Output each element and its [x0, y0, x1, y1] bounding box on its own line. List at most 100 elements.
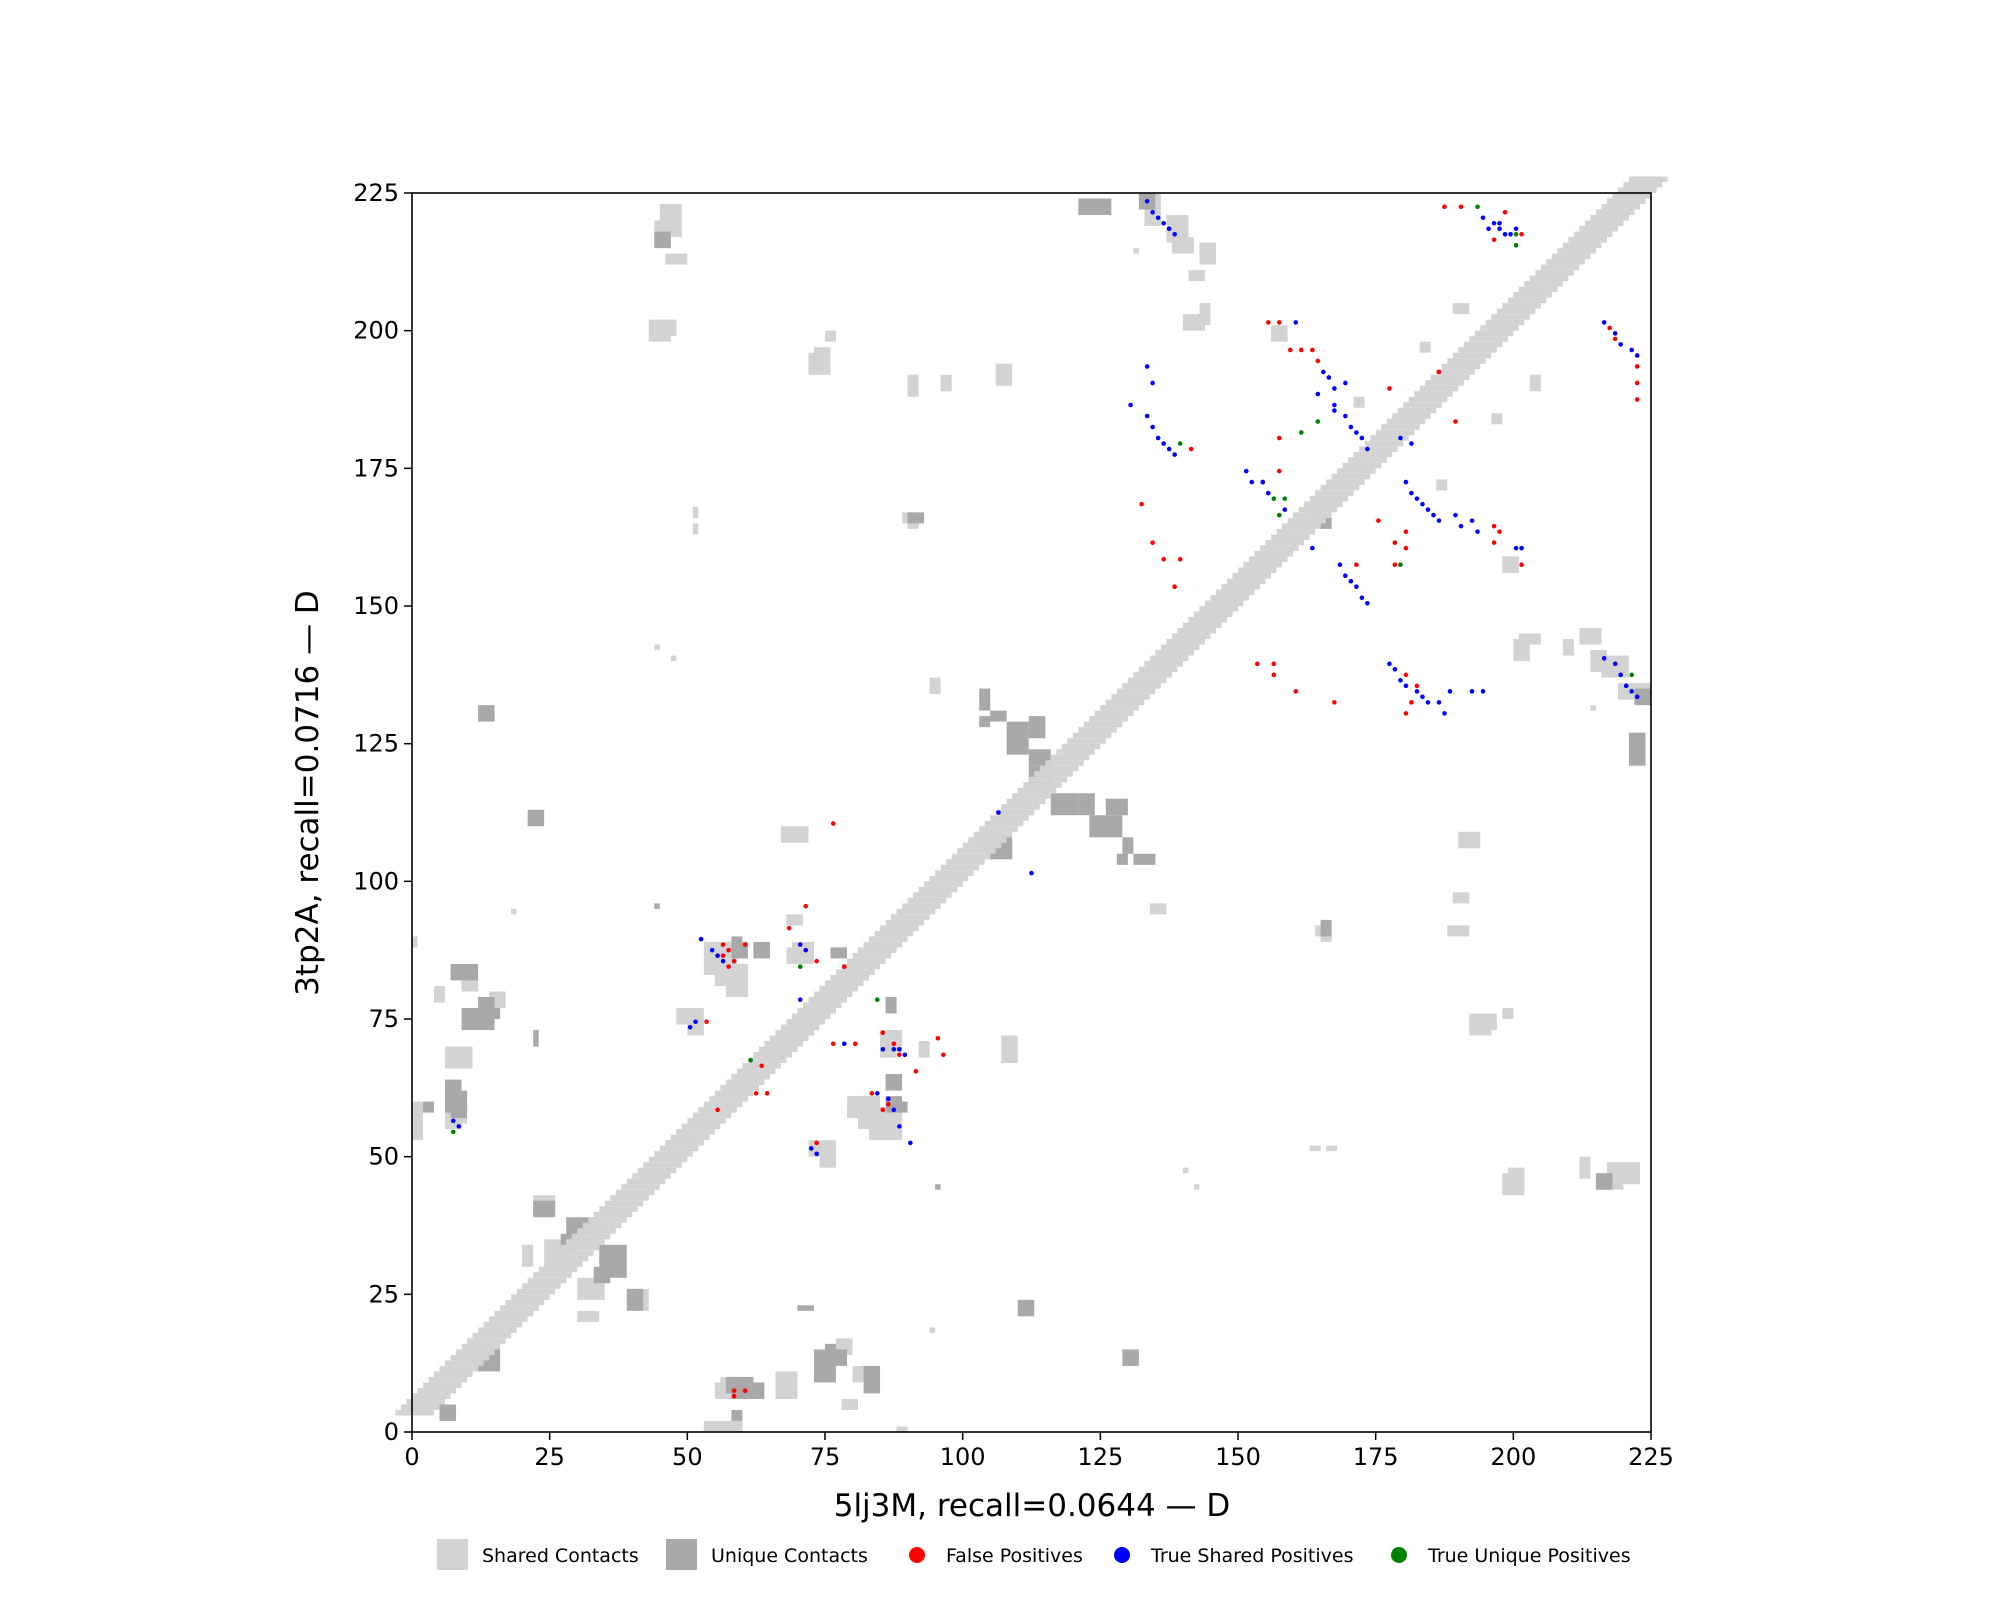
- y-tick-label: 50: [368, 1143, 399, 1171]
- diagonal-contact-band: [1392, 413, 1431, 419]
- diagonal-contact-band: [1562, 242, 1602, 249]
- prediction-points-layer: [451, 198, 1640, 1399]
- unique-contact-cell: [1078, 793, 1095, 816]
- true-shared-positive-point: [1343, 573, 1348, 579]
- true-shared-positive-point: [1172, 232, 1177, 237]
- false-positive-point: [1271, 661, 1277, 667]
- diagonal-contact-band: [571, 1233, 611, 1240]
- true-shared-positive-point: [1155, 435, 1161, 441]
- true-shared-positive-point: [891, 1107, 897, 1113]
- true-shared-positive-point: [808, 1146, 814, 1151]
- true-shared-positive-point: [1310, 545, 1315, 551]
- diagonal-contact-band: [1067, 738, 1106, 744]
- diagonal-contact-band: [1579, 226, 1618, 232]
- diagonal-contact-band: [874, 930, 914, 937]
- legend-marker: [1114, 1547, 1130, 1563]
- true-shared-positive-point: [1436, 518, 1442, 523]
- diagonal-contact-band: [1441, 363, 1481, 370]
- false-positive-point: [1387, 386, 1392, 391]
- true-shared-positive-point: [1491, 220, 1497, 226]
- true-shared-positive-point: [1431, 512, 1436, 518]
- unique-contact-cell: [533, 1030, 539, 1047]
- diagonal-contact-band: [1485, 319, 1525, 326]
- unique-contact-cell: [626, 1288, 644, 1311]
- x-tick-label: 100: [940, 1443, 986, 1471]
- false-positive-point: [704, 1019, 709, 1025]
- diagonal-contact-band: [1144, 661, 1183, 667]
- true-unique-positive-point: [1271, 496, 1277, 501]
- x-tick-label: 0: [404, 1443, 419, 1471]
- false-positive-point: [759, 1063, 764, 1069]
- shared-contact-cell: [907, 374, 919, 397]
- false-positive-point: [726, 964, 731, 969]
- diagonal-contact-band: [725, 1079, 765, 1086]
- diagonal-contact-band: [400, 1404, 440, 1410]
- diagonal-contact-band: [1238, 567, 1277, 573]
- diagonal-contact-band: [1089, 716, 1128, 722]
- diagonal-contact-band: [467, 1338, 506, 1344]
- diagonal-contact-band: [1568, 237, 1607, 243]
- diagonal-contact-band: [1408, 396, 1448, 403]
- unique-contact-cell: [1628, 732, 1646, 766]
- true-shared-positive-point: [715, 953, 720, 958]
- diagonal-contact-band: [1447, 358, 1486, 364]
- diagonal-contact-band: [780, 1024, 820, 1031]
- x-tick-label: 175: [1353, 1443, 1399, 1471]
- shared-contact-cell: [1590, 705, 1596, 711]
- diagonal-contact-band: [1370, 435, 1409, 441]
- true-shared-positive-point: [1508, 232, 1513, 237]
- true-shared-positive-point: [1409, 441, 1414, 446]
- false-positive-point: [1414, 683, 1420, 689]
- diagonal-contact-band: [1012, 793, 1051, 799]
- shared-contact-cell: [819, 1145, 837, 1168]
- false-positive-point: [786, 925, 792, 931]
- true-shared-positive-point: [1398, 435, 1403, 441]
- false-positive-point: [1403, 672, 1409, 678]
- diagonal-contact-band: [995, 809, 1035, 816]
- true-shared-positive-point: [451, 1118, 456, 1124]
- diagonal-contact-band: [825, 980, 864, 986]
- shared-contact-cell: [1149, 903, 1167, 915]
- shared-contact-cell: [522, 1244, 534, 1267]
- unique-contact-cell: [863, 1365, 881, 1394]
- true-shared-positive-point: [1150, 209, 1155, 215]
- diagonal-contact-band: [869, 936, 908, 942]
- false-positive-point: [814, 958, 820, 964]
- diagonal-contact-band: [489, 1316, 528, 1322]
- true-shared-positive-point: [897, 1124, 902, 1129]
- true-shared-positive-point: [1601, 656, 1607, 661]
- true-shared-positive-point: [693, 1019, 698, 1025]
- true-shared-positive-point: [698, 936, 704, 942]
- diagonal-contact-band: [709, 1096, 748, 1102]
- diagonal-contact-band: [1337, 468, 1376, 474]
- true-shared-positive-point: [1365, 600, 1370, 606]
- diagonal-contact-band: [1122, 683, 1161, 689]
- false-positive-point: [1392, 562, 1398, 567]
- true-unique-positive-point: [1277, 512, 1282, 518]
- true-shared-positive-point: [1634, 353, 1640, 358]
- true-shared-positive-point: [1321, 369, 1326, 375]
- true-shared-positive-point: [1332, 402, 1337, 408]
- true-shared-positive-point: [1629, 347, 1635, 353]
- x-axis-title: 5lj3M, recall=0.0644 — D: [834, 1488, 1231, 1524]
- y-axis-title: 3tp2A, recall=0.0716 — D: [290, 590, 326, 996]
- true-shared-positive-point: [1359, 435, 1365, 441]
- false-positive-point: [742, 1388, 748, 1393]
- diagonal-contact-band: [560, 1244, 600, 1251]
- true-shared-positive-point: [1387, 661, 1392, 667]
- y-tick-label: 0: [384, 1418, 399, 1446]
- diagonal-contact-band: [1529, 275, 1569, 282]
- diagonal-contact-band: [979, 826, 1018, 832]
- diagonal-contact-band: [1590, 215, 1629, 221]
- diagonal-contact-band: [417, 1387, 457, 1394]
- true-shared-positive-point: [1447, 689, 1453, 694]
- diagonal-contact-band: [758, 1046, 798, 1053]
- unique-contact-cell: [1078, 198, 1112, 216]
- true-shared-positive-point: [797, 942, 803, 947]
- unique-contact-cell: [1122, 1349, 1139, 1366]
- diagonal-contact-band: [990, 815, 1029, 821]
- diagonal-contact-band: [549, 1255, 589, 1262]
- unique-contact-cell: [742, 1382, 765, 1399]
- legend-label: Shared Contacts: [482, 1545, 639, 1567]
- diagonal-contact-band: [1381, 424, 1420, 430]
